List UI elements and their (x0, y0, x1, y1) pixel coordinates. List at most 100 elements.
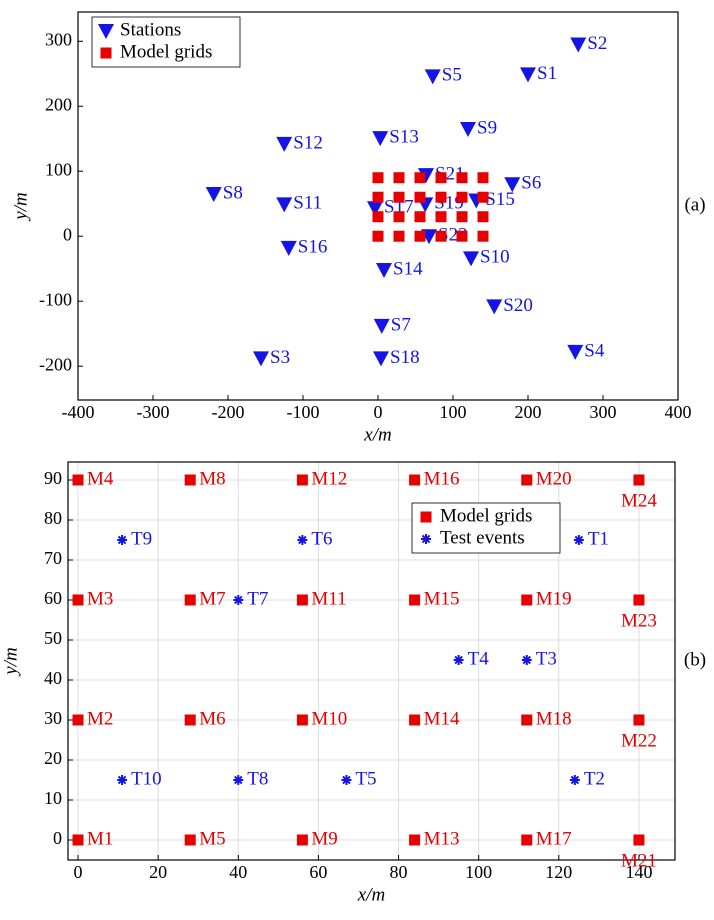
square-marker (477, 230, 489, 242)
triangle-marker (460, 121, 476, 137)
x-tick-label: 60 (309, 862, 327, 882)
y-tick-label: 20 (44, 748, 62, 768)
point-label: T6 (311, 528, 332, 549)
triangle-marker (98, 24, 114, 39)
x-tick-label: -200 (212, 402, 245, 422)
x-tick-label: 120 (545, 862, 572, 882)
triangle-marker (276, 136, 293, 152)
triangle-marker (520, 67, 536, 83)
point-label: M11 (311, 588, 346, 609)
point-label: T4 (468, 648, 490, 669)
square-marker (477, 191, 489, 203)
point-label: T2 (584, 768, 605, 789)
point-label: S3 (270, 347, 290, 368)
legend-label: Model grids (440, 505, 532, 526)
square-marker (393, 230, 405, 242)
square-marker (393, 172, 405, 184)
point-label: S9 (477, 117, 497, 138)
point-label: S13 (389, 126, 419, 147)
point-label: M15 (424, 588, 460, 609)
triangle-marker (424, 69, 441, 85)
point-label: M18 (536, 708, 572, 729)
square-marker (372, 172, 384, 184)
square-marker (296, 594, 308, 606)
triangle-marker (570, 37, 587, 53)
point-label: S14 (393, 258, 423, 279)
y-tick-label: 80 (44, 508, 62, 528)
square-marker (414, 211, 426, 223)
square-marker (456, 191, 468, 203)
asterisk-stroke (570, 775, 580, 785)
point-label: M17 (536, 828, 572, 849)
x-axis-label: x/m (357, 884, 385, 905)
point-label: T5 (355, 768, 376, 789)
square-marker (521, 594, 533, 606)
square-marker (409, 834, 421, 846)
square-marker (296, 714, 308, 726)
point-label: S16 (298, 236, 328, 257)
point-label: S10 (480, 247, 510, 268)
square-marker (420, 511, 432, 523)
point-label: M22 (621, 730, 657, 751)
asterisk-marker (233, 595, 244, 605)
square-marker (633, 834, 645, 846)
triangle-marker (373, 318, 390, 334)
square-marker (633, 594, 645, 606)
legend-label: Test events (440, 527, 525, 548)
x-tick-label: 0 (74, 862, 83, 882)
point-label: M4 (87, 468, 114, 489)
asterisk-marker (569, 775, 580, 785)
square-marker (633, 474, 645, 486)
y-tick-label: 30 (44, 708, 62, 728)
square-marker (409, 474, 421, 486)
point-label: T10 (131, 768, 162, 789)
square-marker (477, 172, 489, 184)
y-tick-label: 70 (44, 548, 62, 568)
square-marker (414, 172, 426, 184)
point-label: M23 (621, 610, 657, 631)
point-label: T7 (247, 588, 268, 609)
y-axis-label: y/m (0, 647, 21, 676)
x-tick-label: -100 (287, 402, 320, 422)
asterisk-stroke (421, 534, 431, 544)
square-marker (296, 834, 308, 846)
square-marker (409, 714, 421, 726)
square-marker (184, 834, 196, 846)
square-marker (521, 834, 533, 846)
point-label: M13 (424, 828, 460, 849)
y-tick-label: 300 (45, 29, 72, 49)
y-tick-label: 60 (44, 588, 62, 608)
point-label: M2 (87, 708, 113, 729)
square-marker (521, 474, 533, 486)
point-label: M12 (311, 468, 347, 489)
y-axis-label: y/m (10, 192, 31, 221)
triangle-marker (463, 251, 479, 267)
square-marker (477, 211, 489, 223)
point-label: T8 (247, 768, 268, 789)
triangle-marker (276, 197, 293, 213)
asterisk-marker (297, 535, 308, 545)
point-label: S12 (293, 132, 323, 153)
point-label: S4 (584, 340, 605, 361)
legend-box (91, 16, 241, 68)
point-label: S18 (390, 347, 420, 368)
x-tick-label: 140 (625, 862, 652, 882)
square-marker (633, 714, 645, 726)
asterisk-stroke (342, 775, 351, 785)
square-marker (414, 191, 426, 203)
y-tick-label: 40 (44, 668, 62, 688)
square-marker (435, 211, 447, 223)
square-marker (72, 594, 84, 606)
legend-label: Stations (120, 19, 181, 40)
point-label: M20 (536, 468, 572, 489)
square-marker (521, 714, 533, 726)
asterisk-marker (341, 775, 352, 785)
x-tick-label: 100 (440, 402, 467, 422)
y-tick-label: 0 (63, 224, 72, 244)
square-marker (100, 47, 112, 59)
asterisk-marker (421, 534, 431, 544)
square-marker (296, 474, 308, 486)
point-label: S1 (537, 63, 557, 84)
x-tick-label: 400 (665, 402, 692, 422)
